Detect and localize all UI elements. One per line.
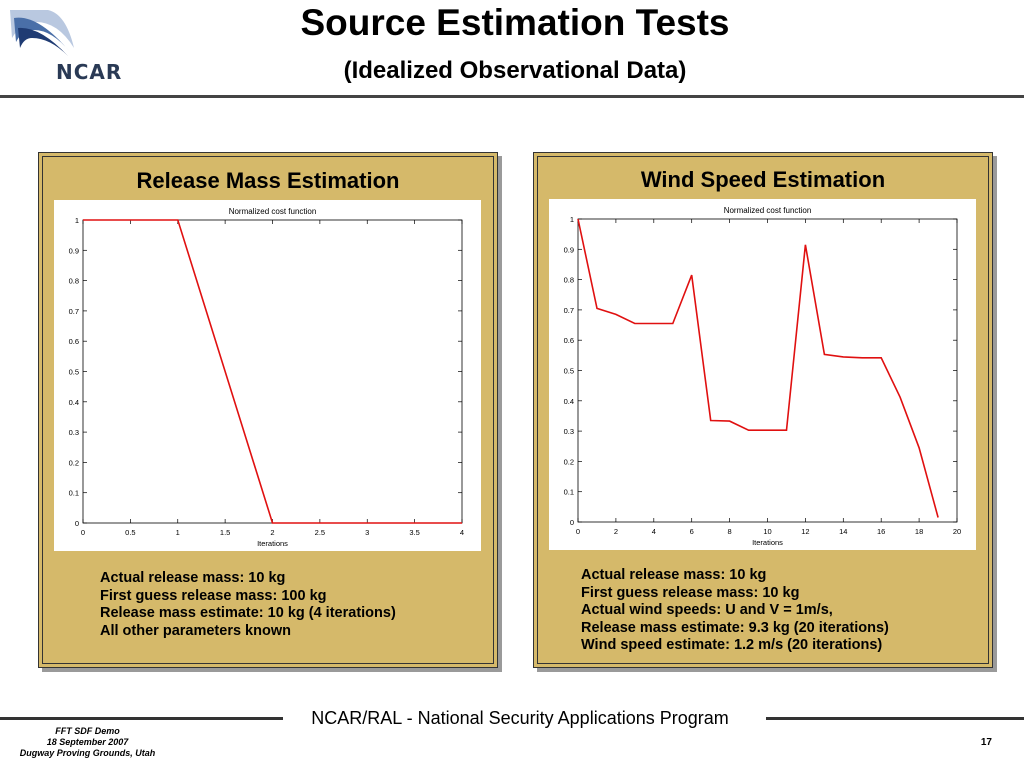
- y-tick-label: 1: [75, 216, 79, 225]
- y-tick-label: 0.9: [69, 246, 79, 255]
- description-line: First guess release mass: 100 kg: [100, 587, 327, 604]
- x-tick-label: 14: [839, 527, 847, 536]
- footer-event-info: FFT SDF Demo 18 September 2007 Dugway Pr…: [0, 726, 175, 759]
- x-tick-label: 1.5: [220, 528, 230, 537]
- description-line: First guess release mass: 10 kg: [581, 584, 800, 601]
- y-tick-label: 1: [570, 215, 574, 224]
- page-title: Source Estimation Tests: [300, 2, 730, 43]
- panel-border: [42, 156, 494, 664]
- wind-speed-panel: Wind Speed Estimation Normalized cost fu…: [533, 152, 993, 668]
- ncar-logo: [8, 8, 128, 90]
- x-tick-label: 12: [801, 527, 809, 536]
- release-mass-plot: Normalized cost function 0 0.1 0.2 0.3 0.4 0.5…: [54, 200, 481, 551]
- panel-border: [537, 156, 989, 664]
- release-mass-panel: Release Mass Estimation Normalized cost …: [38, 152, 498, 668]
- description-line: Release mass estimate: 10 kg (4 iteratio…: [100, 605, 396, 621]
- y-tick-label: 0.8: [564, 276, 574, 285]
- chart-title: Normalized cost function: [724, 206, 812, 215]
- y-tick-label: 0.4: [69, 398, 79, 407]
- x-tick-label: 16: [877, 527, 885, 536]
- x-tick-label: 4: [460, 528, 464, 537]
- release-mass-description: Actual release mass: 10 kg First guess r…: [100, 570, 396, 640]
- plot-frame: [577, 218, 958, 523]
- footer-rule-right: [766, 717, 1024, 720]
- y-tick-label: 0.4: [564, 397, 574, 406]
- footer-line: Dugway Proving Grounds, Utah: [19, 748, 156, 758]
- header-divider: [0, 95, 1024, 98]
- x-tick-label: 20: [953, 527, 961, 536]
- footer-line: FFT SDF Demo: [55, 726, 120, 736]
- plot-frame: [82, 219, 463, 524]
- x-tick-label: 2: [614, 527, 618, 536]
- x-tick-label: 0: [81, 528, 85, 537]
- footer-program: NCAR/RAL - National Security Application…: [311, 708, 729, 728]
- panel-title: Release Mass Estimation: [136, 168, 400, 193]
- y-tick-label: 0: [75, 519, 79, 528]
- wind-speed-plot: Normalized cost function 0 0.1 0.2 0.3 0.4 0.5…: [549, 199, 976, 550]
- logo-text: NCAR: [56, 60, 123, 84]
- panel-title: Wind Speed Estimation: [640, 167, 886, 192]
- x-tick-label: 2: [270, 528, 274, 537]
- cost-function-chart: Normalized cost function 0 0.1 0.2 0.3 0.4 0.5…: [69, 207, 465, 548]
- x-tick-label: 0: [576, 527, 580, 536]
- y-tick-label: 0.2: [69, 458, 79, 467]
- y-tick-label: 0.8: [69, 277, 79, 286]
- y-tick-label: 0.5: [69, 368, 79, 377]
- page-number: 17: [980, 737, 992, 748]
- x-tick-label: 10: [763, 527, 771, 536]
- cost-series-line: [577, 218, 939, 518]
- description-line: Actual release mass: 10 kg: [100, 570, 286, 586]
- y-tick-label: 0.2: [564, 457, 574, 466]
- footer-line: 18 September 2007: [46, 737, 129, 747]
- ncar-swoosh-icon: [10, 10, 74, 56]
- description-line: Actual wind speeds: U and V = 1m/s,: [581, 602, 833, 618]
- y-tick-label: 0.1: [69, 489, 79, 498]
- x-tick-label: 6: [690, 527, 694, 536]
- footer-rule-left: [0, 717, 283, 720]
- x-axis-label: Iterations: [752, 538, 783, 547]
- y-tick-label: 0.5: [564, 367, 574, 376]
- y-tick-label: 0.9: [564, 245, 574, 254]
- page-subtitle: (Idealized Observational Data): [343, 57, 687, 84]
- y-tick-label: 0.1: [564, 488, 574, 497]
- cost-series-line: [83, 219, 462, 524]
- x-tick-label: 3.5: [409, 528, 419, 537]
- y-tick-label: 0.3: [69, 428, 79, 437]
- description-line: Release mass estimate: 9.3 kg (20 iterat…: [581, 619, 889, 636]
- y-tick-label: 0.3: [564, 427, 574, 436]
- y-tick-label: 0: [570, 518, 574, 527]
- description-line: Wind speed estimate: 1.2 m/s (20 iterati…: [581, 637, 883, 653]
- x-tick-label: 8: [728, 527, 732, 536]
- y-tick-label: 0.6: [564, 336, 574, 345]
- x-tick-label: 3: [365, 528, 369, 537]
- x-axis-label: Iterations: [257, 539, 288, 548]
- wind-speed-description: Actual release mass: 10 kg First guess r…: [581, 567, 889, 655]
- x-tick-label: 4: [652, 527, 656, 536]
- y-tick-label: 0.6: [69, 337, 79, 346]
- description-line: All other parameters known: [100, 622, 291, 639]
- x-tick-label: 1: [176, 528, 180, 537]
- x-tick-label: 18: [915, 527, 923, 536]
- x-tick-label: 0.5: [125, 528, 135, 537]
- cost-function-chart: Normalized cost function 0 0.1 0.2 0.3 0.4 0.5…: [564, 206, 962, 547]
- chart-title: Normalized cost function: [229, 207, 317, 216]
- y-tick-label: 0.7: [69, 307, 79, 316]
- description-line: Actual release mass: 10 kg: [581, 567, 767, 583]
- x-tick-label: 2.5: [315, 528, 325, 537]
- y-tick-label: 0.7: [564, 306, 574, 315]
